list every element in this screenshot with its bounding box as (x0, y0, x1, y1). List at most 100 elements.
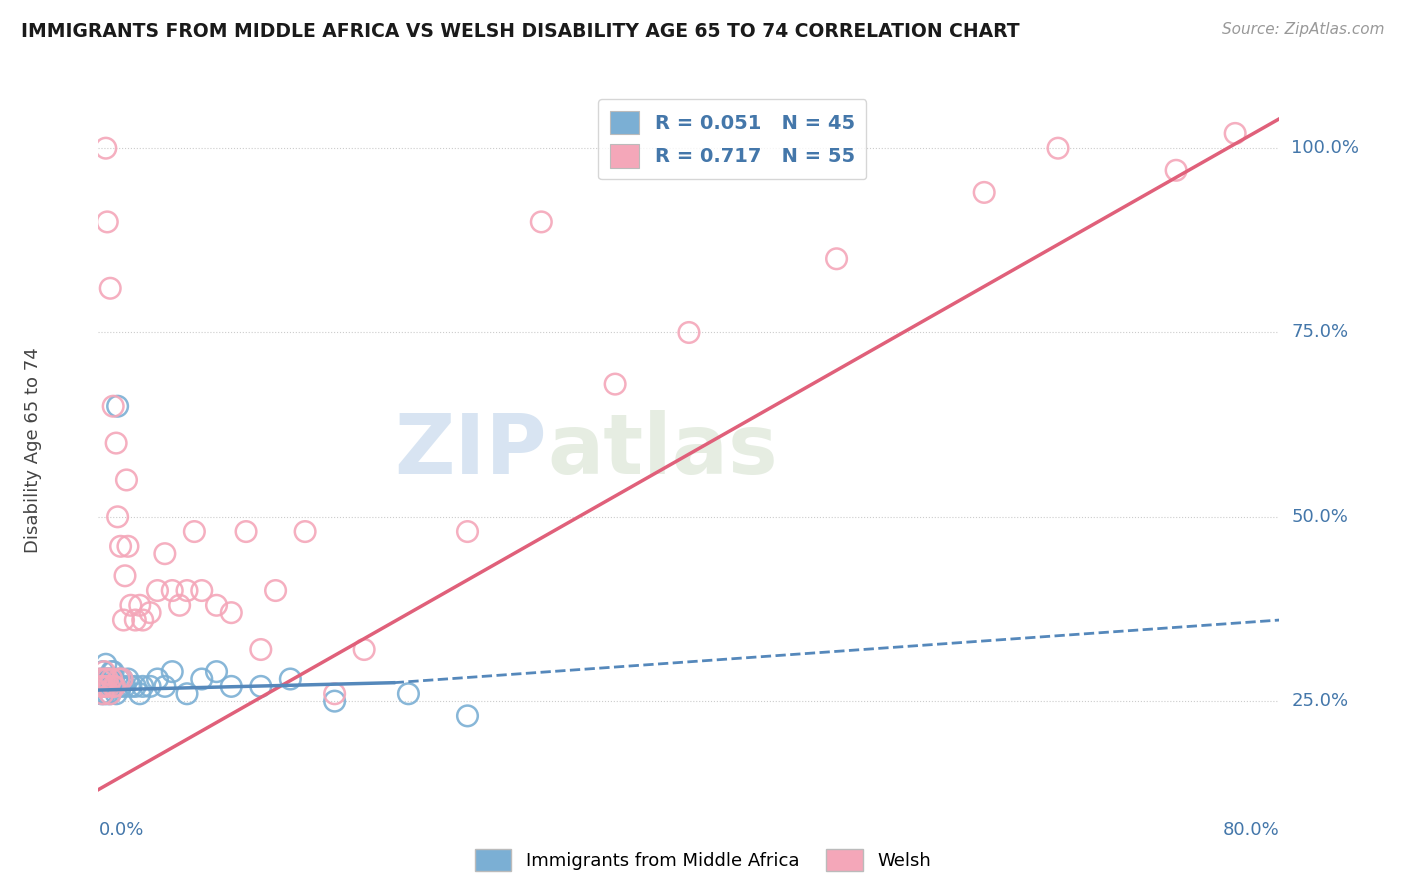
Point (90, 679, 112, 693)
Point (139, 606, 162, 620)
Text: 75.0%: 75.0% (1291, 324, 1348, 342)
Point (153, 679, 176, 693)
Point (132, 613, 155, 627)
Point (139, 679, 162, 693)
Point (91, 679, 114, 693)
Point (111, 672, 134, 686)
Text: atlas: atlas (547, 410, 778, 491)
Point (128, 599, 150, 613)
Point (90, 672, 112, 686)
Point (264, 583, 287, 598)
Point (353, 642, 375, 657)
Point (323, 687, 346, 701)
Point (605, 377, 627, 392)
Point (105, 687, 128, 701)
Point (97, 679, 120, 693)
Point (120, 599, 142, 613)
Text: Disability Age 65 to 74: Disability Age 65 to 74 (24, 348, 42, 553)
Point (111, 672, 134, 686)
Point (93, 687, 115, 701)
Point (98, 687, 121, 701)
Point (89, 679, 111, 693)
Text: IMMIGRANTS FROM MIDDLE AFRICA VS WELSH DISABILITY AGE 65 TO 74 CORRELATION CHART: IMMIGRANTS FROM MIDDLE AFRICA VS WELSH D… (21, 22, 1019, 41)
Point (250, 679, 273, 693)
Text: 100.0%: 100.0% (1291, 139, 1360, 157)
Point (98, 281, 121, 295)
Point (398, 687, 420, 701)
Point (153, 547, 176, 561)
Point (114, 679, 136, 693)
Point (93, 672, 115, 686)
Point (104, 679, 127, 693)
Point (294, 524, 316, 539)
Point (112, 613, 135, 627)
Point (94, 679, 117, 693)
Point (90, 687, 112, 701)
Point (176, 583, 198, 598)
Point (146, 583, 169, 598)
Text: 80.0%: 80.0% (1223, 821, 1279, 838)
Point (91, 687, 114, 701)
Text: Source: ZipAtlas.com: Source: ZipAtlas.com (1222, 22, 1385, 37)
Point (94, 679, 117, 693)
Point (162, 583, 183, 598)
Point (98, 687, 121, 701)
Point (120, 679, 142, 693)
Point (94, 672, 117, 686)
Point (104, 679, 127, 693)
Point (97, 672, 120, 686)
Point (323, 694, 346, 708)
Point (221, 679, 243, 693)
Point (100, 679, 122, 693)
Point (132, 679, 155, 693)
Point (96, 679, 118, 693)
Point (96, 215, 118, 229)
Point (169, 599, 191, 613)
Point (103, 679, 125, 693)
Point (94, 141, 117, 155)
Point (1046, 141, 1070, 155)
Point (91, 665, 114, 679)
Point (103, 665, 125, 679)
Point (457, 524, 479, 539)
Point (93, 665, 115, 679)
Point (183, 524, 205, 539)
Point (100, 672, 122, 686)
Point (1166, 163, 1188, 178)
Point (205, 599, 228, 613)
Point (678, 326, 700, 340)
Point (530, 215, 553, 229)
Point (124, 679, 146, 693)
Point (108, 672, 131, 686)
Point (97, 679, 120, 693)
Point (1225, 127, 1247, 141)
Point (191, 672, 214, 686)
Point (110, 679, 132, 693)
Point (100, 665, 122, 679)
Point (96, 672, 118, 686)
Point (117, 672, 139, 686)
Point (107, 509, 129, 524)
Point (124, 613, 146, 627)
Point (205, 665, 228, 679)
Point (191, 583, 214, 598)
Point (117, 539, 139, 553)
Point (162, 665, 183, 679)
Point (280, 672, 302, 686)
Point (114, 569, 136, 583)
Point (235, 524, 257, 539)
Point (825, 252, 848, 266)
Text: ZIP: ZIP (395, 410, 547, 491)
Point (103, 672, 125, 686)
Point (110, 539, 132, 553)
Point (250, 642, 273, 657)
Point (91, 679, 114, 693)
Point (107, 399, 129, 413)
Point (105, 436, 128, 450)
Point (221, 606, 243, 620)
Point (93, 672, 115, 686)
Point (457, 709, 479, 723)
Point (89, 672, 111, 686)
Point (146, 672, 169, 686)
Legend: Immigrants from Middle Africa, Welsh: Immigrants from Middle Africa, Welsh (468, 842, 938, 879)
